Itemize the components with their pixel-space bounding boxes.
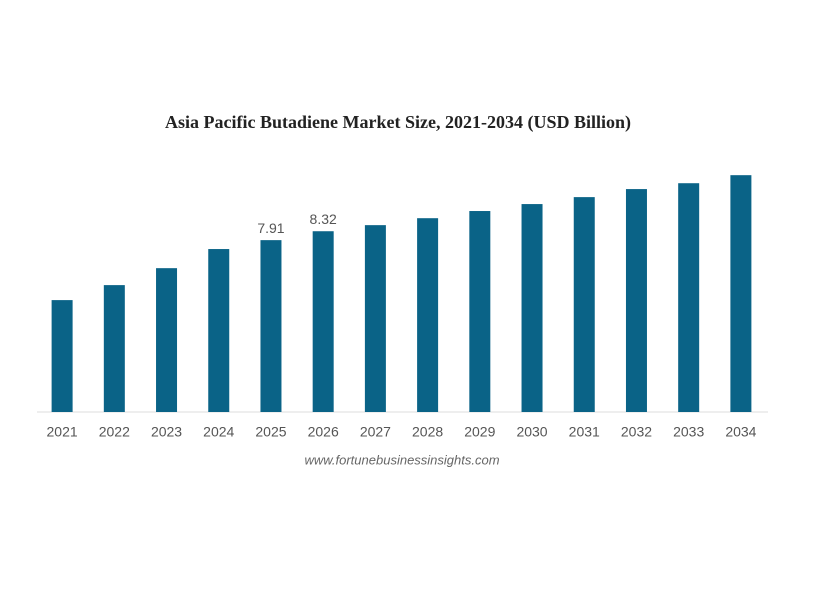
bar	[312, 231, 334, 412]
source: www.fortunebusinessinsights.com	[304, 452, 499, 467]
data-label: 7.91	[257, 220, 284, 236]
bar	[469, 211, 491, 412]
x-tick-label: 2022	[99, 424, 130, 440]
bar	[573, 197, 595, 412]
bar	[417, 218, 439, 412]
data-label: 8.32	[310, 211, 337, 227]
x-tick-label: 2027	[360, 424, 391, 440]
x-tick-label: 2029	[464, 424, 495, 440]
bar	[364, 225, 386, 412]
x-tick-label: 2028	[412, 424, 443, 440]
x-tick-label: 2021	[47, 424, 78, 440]
x-tick-label: 2025	[255, 424, 286, 440]
bar	[625, 189, 647, 412]
bar	[156, 268, 178, 412]
x-tick-label: 2030	[516, 424, 547, 440]
chart-title: Asia Pacific Butadiene Market Size, 2021…	[165, 112, 631, 133]
x-tick-label: 2031	[569, 424, 600, 440]
x-tick-label: 2033	[673, 424, 704, 440]
bar	[103, 285, 125, 412]
x-tick-label: 2023	[151, 424, 182, 440]
bar	[678, 183, 700, 412]
bar	[260, 240, 282, 412]
bar	[208, 249, 230, 412]
x-tick-label: 2024	[203, 424, 234, 440]
x-tick-label: 2026	[308, 424, 339, 440]
bar	[51, 300, 73, 412]
x-tick-label: 2034	[725, 424, 756, 440]
bar	[521, 204, 543, 412]
x-tick-label: 2032	[621, 424, 652, 440]
bar	[730, 175, 752, 412]
